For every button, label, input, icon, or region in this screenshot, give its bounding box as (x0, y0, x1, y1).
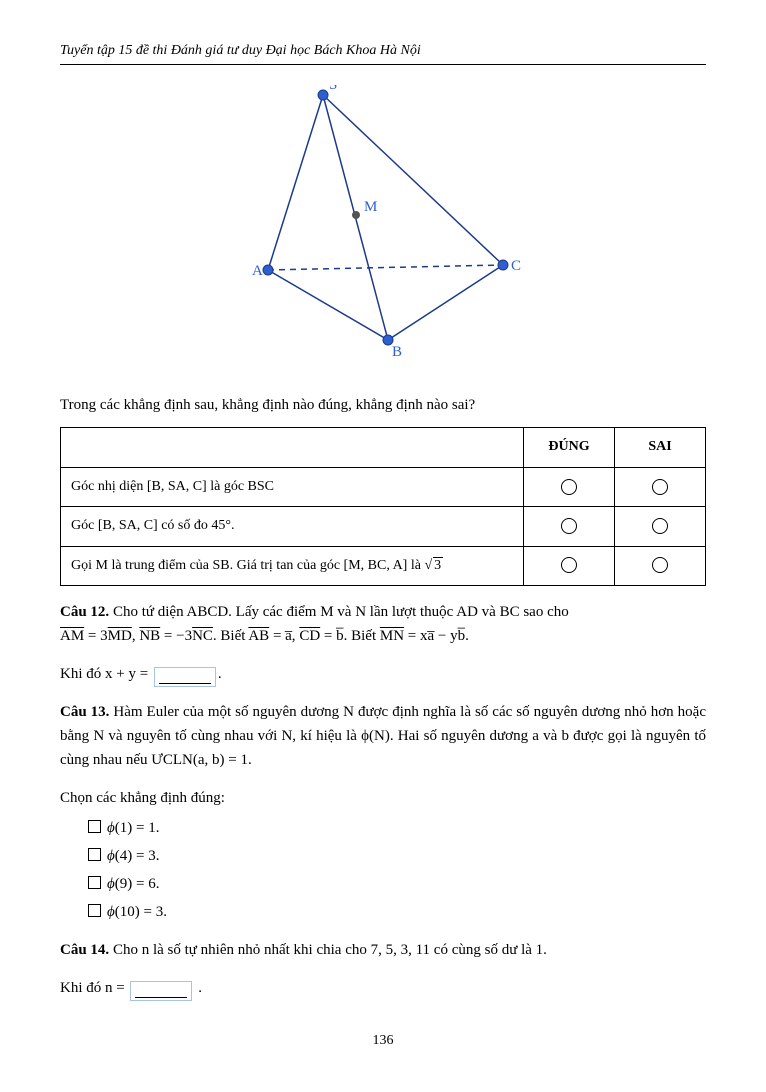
tf-radio-false[interactable] (615, 467, 706, 506)
tf-empty-header (61, 428, 524, 467)
q13-option-text: ϕ(4) = 3. (107, 848, 159, 864)
q14-answer-line: Khi đó n = . (60, 976, 706, 1000)
tf-prompt-text: Trong các khẳng định sau, khẳng định nào… (60, 397, 475, 413)
q14-answer-prefix: Khi đó n = (60, 980, 128, 996)
svg-text:B: B (392, 344, 402, 360)
tf-radio-false[interactable] (615, 546, 706, 585)
q13-label: Câu 13. (60, 704, 109, 720)
tf-col-true: ĐÚNG (524, 428, 615, 467)
radio-icon (652, 557, 668, 573)
tf-col-false: SAI (615, 428, 706, 467)
tetrahedron-diagram: S A B C M (60, 85, 706, 373)
q12-answer-suffix: . (218, 666, 222, 682)
checkbox-icon (88, 876, 101, 889)
radio-icon (561, 557, 577, 573)
q14-label: Câu 14. (60, 942, 109, 958)
svg-text:A: A (252, 263, 263, 279)
q12-answer-line: Khi đó x + y = . (60, 662, 706, 686)
radio-icon (561, 518, 577, 534)
q12-eq-line: AM = 3MD, NB = −3NC. Biết AB = a̅, CD = … (60, 628, 469, 644)
svg-text:S: S (329, 85, 337, 93)
radio-icon (561, 479, 577, 495)
page-header: Tuyển tập 15 đề thi Đánh giá tư duy Đại … (60, 40, 706, 65)
q13-choose: Chọn các khẳng định đúng: (60, 786, 706, 810)
tf-row-statement: Gọi M là trung điểm của SB. Giá trị tan … (61, 546, 524, 585)
radio-icon (652, 518, 668, 534)
svg-text:C: C (511, 258, 521, 274)
q14-answer-suffix: . (194, 980, 202, 996)
tf-radio-true[interactable] (524, 546, 615, 585)
checkbox-icon (88, 848, 101, 861)
tf-radio-true[interactable] (524, 507, 615, 546)
q13-option[interactable]: ϕ(10) = 3. (88, 900, 706, 924)
q14-answer-input[interactable] (130, 981, 192, 1001)
question-12: Câu 12. Cho tứ diện ABCD. Lấy các điểm M… (60, 600, 706, 648)
checkbox-icon (88, 904, 101, 917)
q13-option-text: ϕ(10) = 3. (107, 904, 167, 920)
q13-body: Hàm Euler của một số nguyên dương N được… (60, 704, 706, 768)
q12-label: Câu 12. (60, 604, 109, 620)
q13-option[interactable]: ϕ(4) = 3. (88, 844, 706, 868)
true-false-prompt: Trong các khẳng định sau, khẳng định nào… (60, 393, 706, 417)
tf-radio-true[interactable] (524, 467, 615, 506)
q12-answer-prefix: Khi đó x + y = (60, 666, 152, 682)
q13-option[interactable]: ϕ(9) = 6. (88, 872, 706, 896)
tf-row-statement: Góc nhị diện [B, SA, C] là góc BSC (61, 467, 524, 506)
checkbox-icon (88, 820, 101, 833)
q13-options: ϕ(1) = 1. ϕ(4) = 3. ϕ(9) = 6. ϕ(10) = 3. (88, 816, 706, 924)
page-number: 136 (60, 1030, 706, 1052)
question-13: Câu 13. Hàm Euler của một số nguyên dươn… (60, 700, 706, 772)
question-14: Câu 14. Cho n là số tự nhiên nhỏ nhất kh… (60, 938, 706, 962)
true-false-table: ĐÚNG SAI Góc nhị diện [B, SA, C] là góc … (60, 427, 706, 586)
tf-row-statement: Góc [B, SA, C] có số đo 45°. (61, 507, 524, 546)
q13-option-text: ϕ(1) = 1. (107, 820, 159, 836)
q13-choose-text: Chọn các khẳng định đúng: (60, 790, 225, 806)
q12-text-1: Cho tứ diện ABCD. Lấy các điểm M và N lầ… (109, 604, 569, 620)
svg-text:M: M (364, 199, 377, 215)
q14-body: Cho n là số tự nhiên nhỏ nhất khi chia c… (109, 942, 547, 958)
q13-option[interactable]: ϕ(1) = 1. (88, 816, 706, 840)
tf-radio-false[interactable] (615, 507, 706, 546)
radio-icon (652, 479, 668, 495)
q13-option-text: ϕ(9) = 6. (107, 876, 159, 892)
q12-answer-input[interactable] (154, 667, 216, 687)
